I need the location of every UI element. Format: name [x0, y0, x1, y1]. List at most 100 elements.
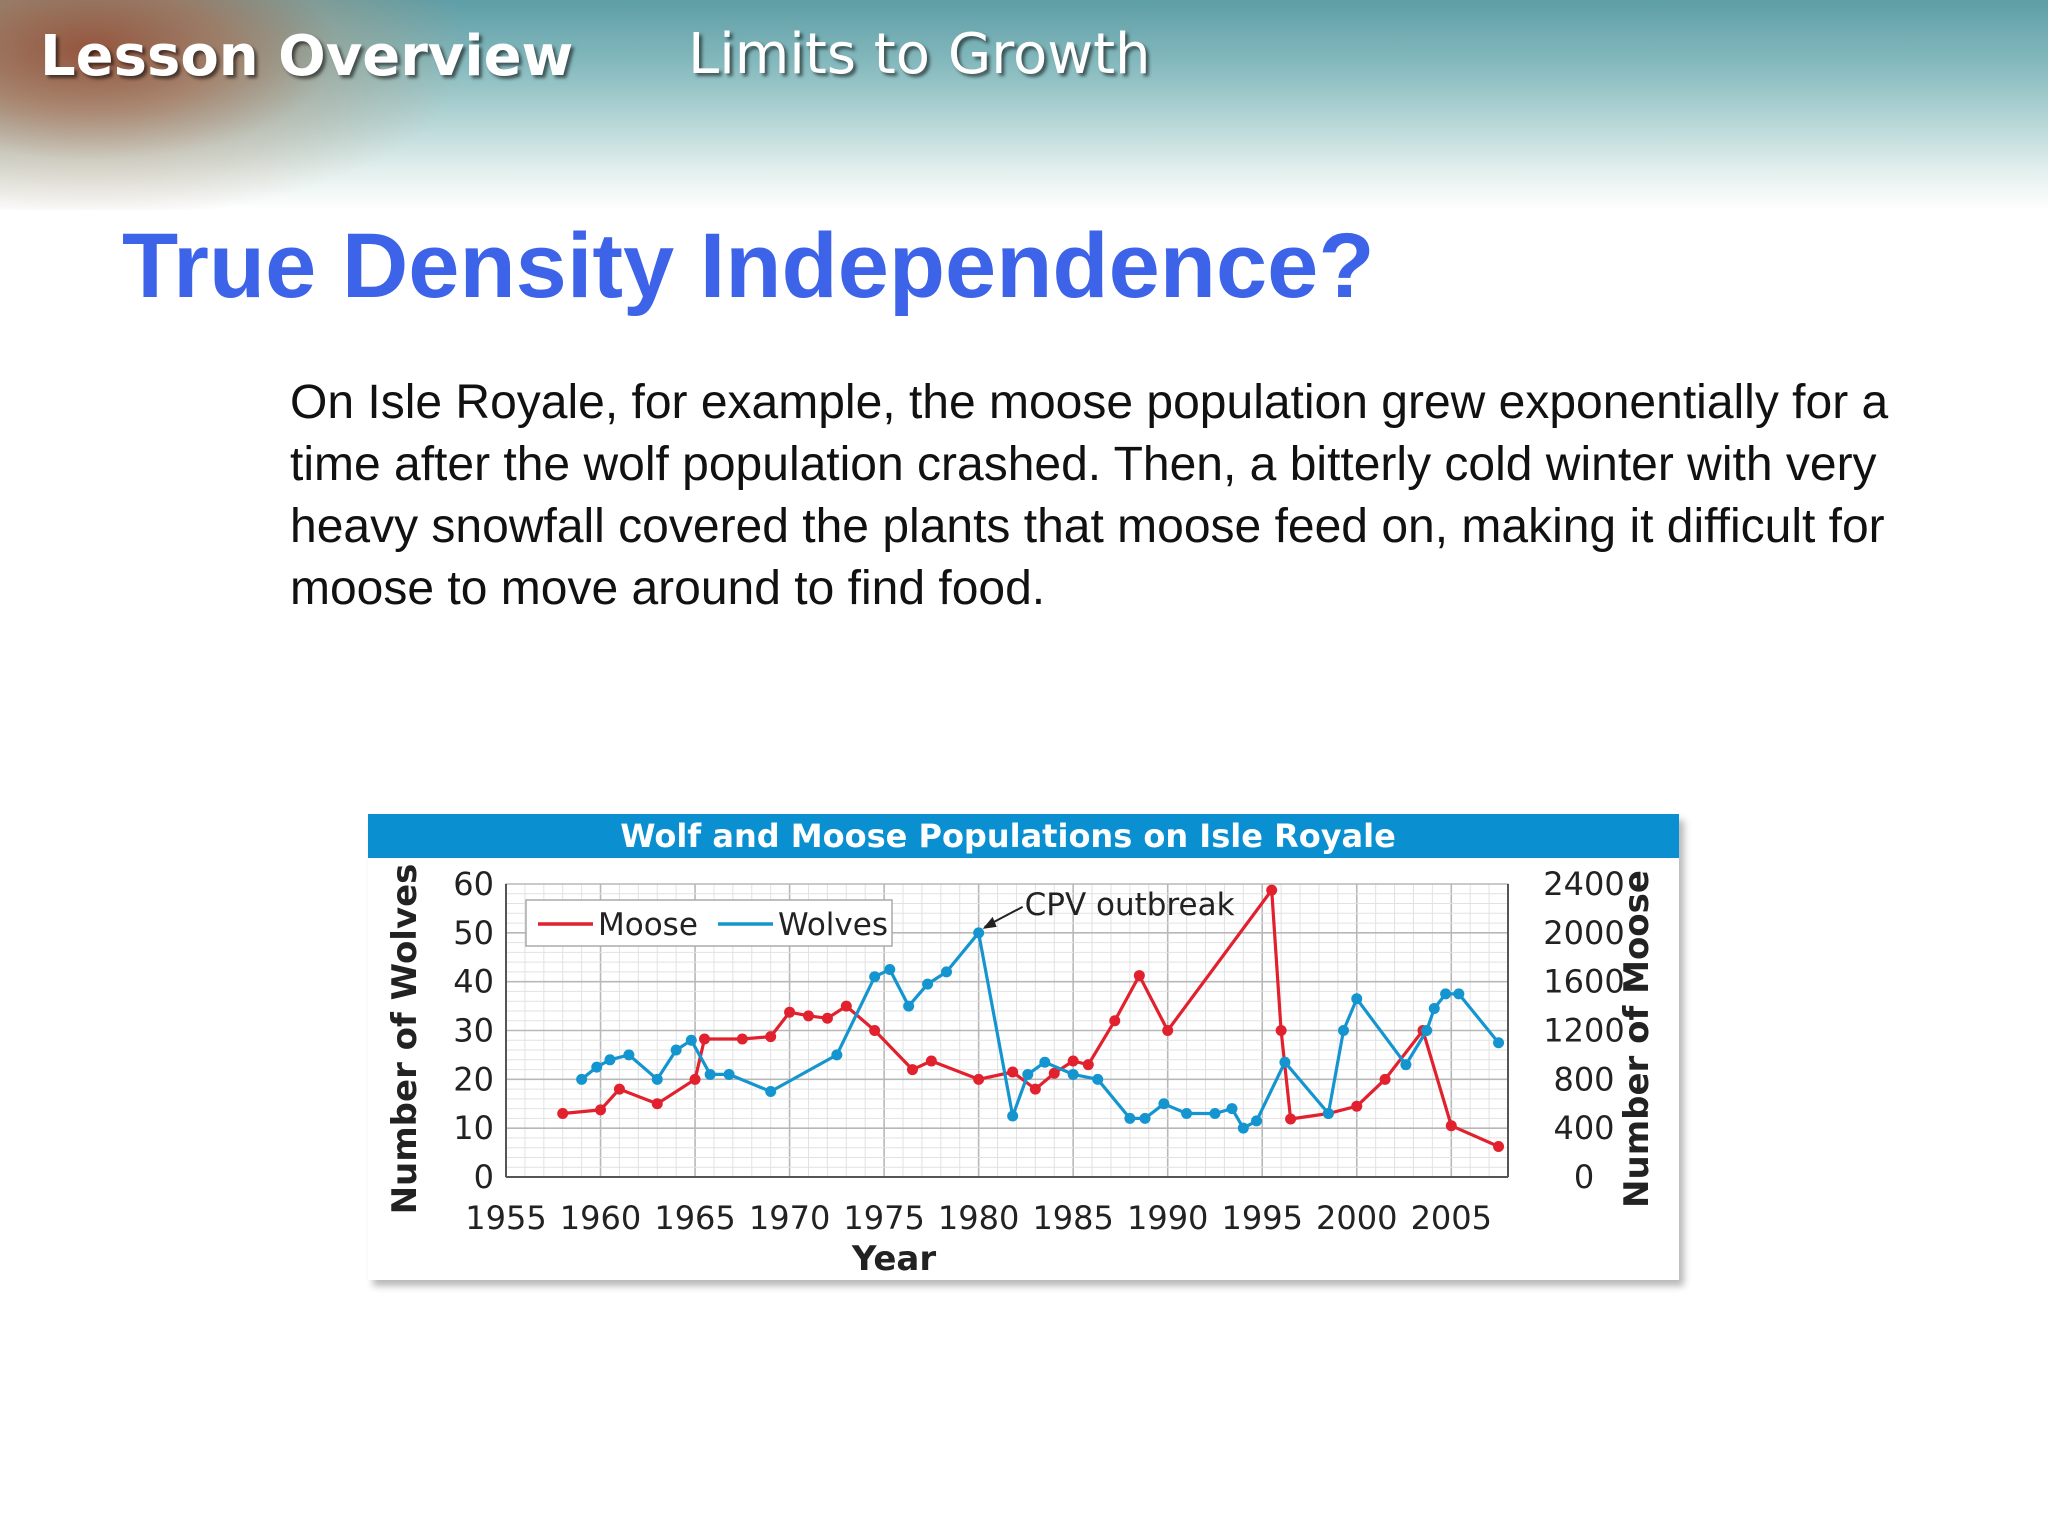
moose-point: [1285, 1113, 1297, 1125]
right-tick-label: 0: [1574, 1158, 1594, 1196]
x-tick-label: 1995: [1222, 1199, 1303, 1237]
wolves-point: [1022, 1068, 1034, 1080]
wolves-point: [1181, 1108, 1193, 1120]
slide-body-text: On Isle Royale, for example, the moose p…: [290, 376, 1889, 615]
header-banner: [0, 0, 2048, 210]
x-tick-label: 1975: [843, 1199, 924, 1237]
x-tick-label: 1960: [560, 1199, 641, 1237]
wolves-point: [591, 1061, 603, 1073]
moose-point: [699, 1033, 711, 1045]
wolves-point: [765, 1086, 777, 1098]
wolves-point: [1428, 1003, 1440, 1015]
right-tick-label: 800: [1553, 1060, 1614, 1098]
x-tick-label: 1985: [1032, 1199, 1113, 1237]
wolves-point: [685, 1034, 697, 1046]
x-tick-label: 1980: [938, 1199, 1019, 1237]
wolves-point: [1067, 1068, 1079, 1080]
chart-annotation: CPV outbreak: [982, 887, 1235, 929]
moose-point: [1109, 1015, 1121, 1027]
population-chart: Wolf and Moose Populations on Isle Royal…: [368, 814, 1679, 1280]
x-axis-label: Year: [851, 1239, 937, 1279]
left-tick-label: 50: [453, 914, 494, 952]
moose-point: [765, 1031, 777, 1043]
wolves-point: [1338, 1025, 1350, 1036]
moose-point: [906, 1064, 918, 1076]
annotation-arrowhead: [982, 916, 997, 929]
moose-point: [689, 1073, 701, 1085]
wolves-point: [1279, 1056, 1291, 1068]
moose-point: [802, 1010, 814, 1022]
moose-point: [1379, 1073, 1391, 1085]
x-tick-label: 1990: [1127, 1199, 1208, 1237]
moose-point: [1266, 884, 1278, 896]
wolves-point: [623, 1049, 635, 1061]
moose-point: [1082, 1059, 1094, 1071]
moose-point: [840, 1000, 852, 1012]
moose-point: [1048, 1067, 1060, 1079]
wolves-point: [1453, 988, 1465, 1000]
wolves-point: [1322, 1108, 1334, 1120]
moose-point: [973, 1073, 985, 1085]
moose-point: [1029, 1083, 1041, 1095]
wolves-point: [973, 927, 985, 939]
moose-point: [784, 1006, 796, 1018]
wolves-point: [704, 1068, 716, 1080]
wolves-point: [903, 1000, 915, 1012]
right-tick-label: 1600: [1543, 963, 1624, 1001]
wolves-point: [1440, 988, 1452, 1000]
legend-label-wolves: Wolves: [778, 907, 888, 943]
left-tick-label: 20: [453, 1060, 494, 1098]
moose-point: [1275, 1025, 1287, 1036]
left-tick-label: 10: [453, 1109, 494, 1147]
moose-point: [736, 1033, 748, 1045]
chart-svg: Wolf and Moose Populations on Isle Royal…: [368, 814, 1679, 1279]
wolves-point: [884, 963, 896, 975]
annotation-label: CPV outbreak: [1025, 887, 1235, 923]
chart-series: [557, 884, 1505, 1152]
left-axis-label: Number of Wolves: [385, 864, 425, 1215]
wolves-point: [604, 1054, 616, 1066]
wolves-point: [869, 971, 881, 983]
left-tick-label: 60: [453, 865, 494, 903]
right-axis-label: Number of Moose: [1617, 870, 1657, 1208]
moose-point: [1493, 1140, 1505, 1152]
x-tick-label: 2000: [1316, 1199, 1397, 1237]
lesson-overview-label: Lesson Overview: [40, 24, 574, 89]
moose-point: [651, 1098, 663, 1110]
wolves-point: [1139, 1112, 1151, 1124]
left-tick-label: 0: [474, 1158, 494, 1196]
wolves-point: [922, 978, 934, 990]
moose-point: [925, 1055, 937, 1067]
wolves-line: [580, 931, 1500, 1130]
x-tick-label: 1955: [465, 1199, 546, 1237]
right-tick-label: 2000: [1543, 914, 1624, 952]
moose-point: [613, 1083, 625, 1095]
x-tick-label: 1970: [749, 1199, 830, 1237]
wolves-point: [651, 1073, 663, 1085]
moose-point: [1445, 1120, 1457, 1132]
legend-label-moose: Moose: [598, 907, 698, 943]
chart-title-bar: [368, 814, 1679, 858]
slide-title: True Density Independence?: [122, 215, 1375, 317]
wolves-point: [1039, 1056, 1051, 1068]
moose-point: [1162, 1025, 1174, 1036]
wolves-point: [1158, 1098, 1170, 1110]
wolves-point: [1400, 1059, 1412, 1071]
chart-title: Wolf and Moose Populations on Isle Royal…: [620, 817, 1396, 855]
chart-axes: 1955 1960 1965 1970 1975 1980 1985 1990 1995 2000…: [453, 865, 1624, 1237]
wolves-point: [670, 1044, 682, 1056]
moose-point: [1067, 1055, 1079, 1067]
right-tick-label: 1200: [1543, 1012, 1624, 1050]
moose-point: [595, 1104, 607, 1116]
wolves-point: [941, 966, 953, 978]
right-tick-label: 400: [1553, 1109, 1614, 1147]
wolves-point: [1251, 1115, 1263, 1127]
chart-legend: Moose Wolves: [525, 899, 893, 947]
wolves-point: [1351, 993, 1363, 1005]
x-tick-label: 2005: [1411, 1199, 1492, 1237]
left-tick-label: 30: [453, 1012, 494, 1050]
moose-point: [869, 1025, 881, 1036]
wolves-point: [1007, 1110, 1019, 1122]
wolves-point: [1421, 1025, 1433, 1036]
wolves-point: [1124, 1112, 1136, 1124]
